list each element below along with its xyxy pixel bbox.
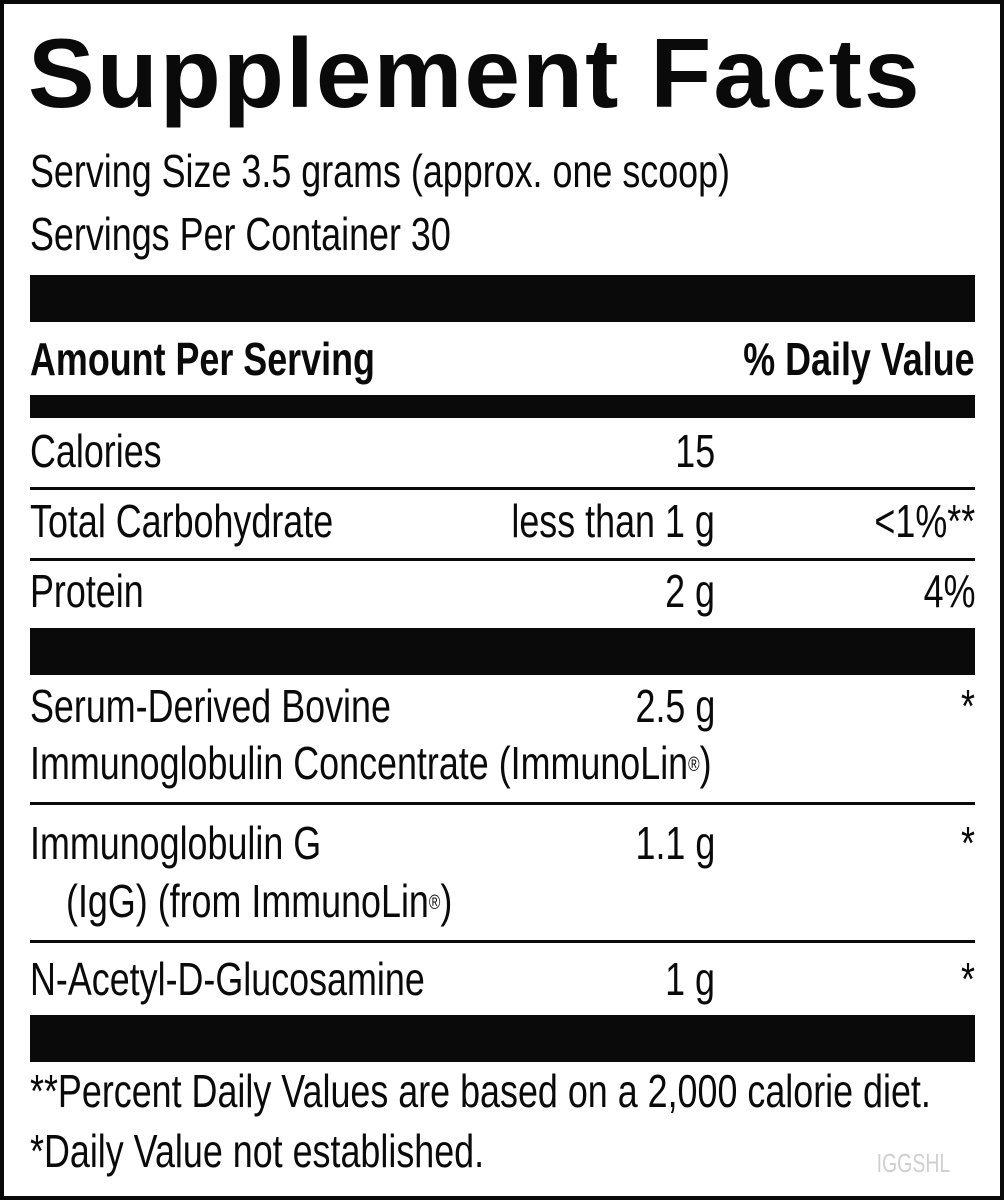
row-dv: * — [961, 680, 975, 732]
row-name: Protein — [30, 565, 144, 617]
divider-rule — [30, 802, 975, 805]
divider-rule — [30, 558, 975, 561]
row-name: Serum-Derived Bovine — [30, 680, 391, 732]
divider-bar — [30, 275, 975, 322]
row-name-line2: (IgG) (from ImmunoLin®) — [66, 875, 453, 927]
row-amount: less than 1 g — [511, 495, 715, 547]
label-title: Supplement Facts — [28, 18, 922, 128]
row-amount: 1 g — [665, 953, 715, 1005]
row-amount: 1.1 g — [635, 817, 715, 869]
row-name: N-Acetyl-D-Glucosamine — [30, 953, 425, 1005]
row-name: Immunoglobulin G — [30, 817, 322, 869]
divider-rule — [30, 487, 975, 490]
row-name: Total Carbohydrate — [30, 495, 334, 547]
divider-bar — [30, 395, 975, 418]
header-amount: Amount Per Serving — [30, 333, 375, 385]
row-dv: 4% — [923, 565, 975, 617]
divider-rule — [30, 940, 975, 943]
row-name-line2: Immunoglobulin Concentrate (ImmunoLin®) — [30, 737, 712, 789]
row-amount: 2 g — [665, 565, 715, 617]
divider-bar — [30, 1015, 975, 1062]
servings-per-container: Servings Per Container 30 — [30, 208, 451, 260]
row-dv: * — [961, 953, 975, 1005]
footnote-percent-dv: **Percent Daily Values are based on a 2,… — [30, 1065, 931, 1117]
serving-size: Serving Size 3.5 grams (approx. one scoo… — [30, 145, 731, 197]
row-name: Calories — [30, 425, 162, 477]
row-amount: 15 — [675, 425, 715, 477]
divider-bar — [30, 628, 975, 675]
header-daily-value: % Daily Value — [743, 333, 975, 385]
row-dv: * — [961, 817, 975, 869]
row-dv: <1%** — [874, 495, 975, 547]
row-amount: 2.5 g — [635, 680, 715, 732]
product-code: IGGSHL — [876, 1148, 950, 1178]
footnote-dv-not-established: *Daily Value not established. — [30, 1125, 485, 1177]
